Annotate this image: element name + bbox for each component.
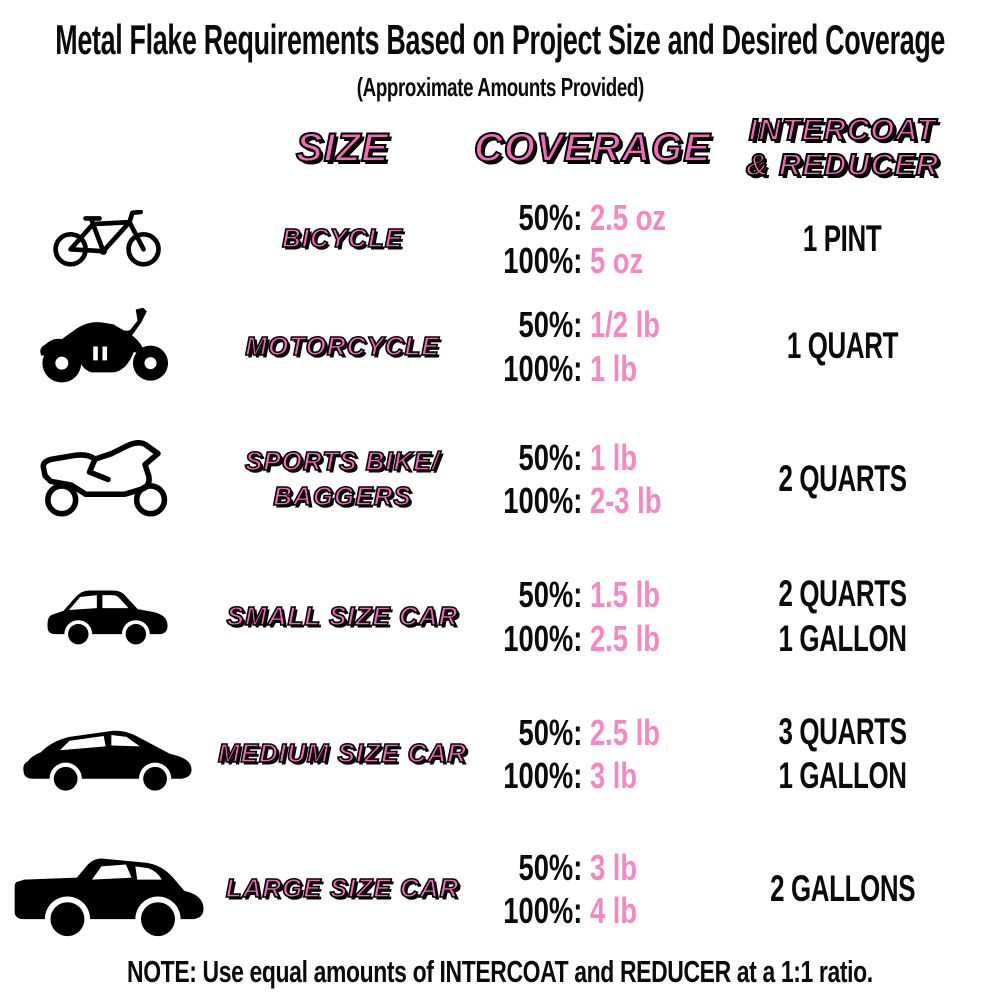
coverage-50-amount: 1/2 lb (589, 304, 660, 346)
size-label: BICYCLE (281, 223, 404, 255)
coverage-100-amount: 2.5 lb (589, 617, 660, 659)
intercoat-amount-line2: 1 GALLON (778, 617, 907, 659)
size-label-line2: BAGGERS (272, 480, 412, 512)
coverage-100-amount: 3 lb (589, 755, 637, 796)
coverage-100-amount: 1 lb (589, 347, 637, 389)
size-label: MEDIUM SIZE CAR (217, 738, 467, 770)
coverage-100-label: 100%: (502, 480, 582, 521)
intercoat-amount: 2 QUARTS (778, 457, 907, 499)
column-header-coverage: COVERAGE (473, 125, 711, 171)
sports-bike-icon (34, 435, 182, 523)
coverage-50-label: 50%: (517, 711, 582, 753)
coverage-50-label: 50%: (517, 846, 582, 888)
footer-note: NOTE: Use equal amounts of INTERCOAT and… (127, 954, 873, 989)
coverage-50-amount: 1 lb (589, 436, 637, 478)
large-car-icon (9, 836, 207, 942)
coverage-100-label: 100%: (502, 347, 582, 389)
column-header-size: SIZE (295, 125, 389, 171)
coverage-50-label: 50%: (517, 304, 582, 346)
size-label: SPORTS BIKE/ (244, 445, 440, 477)
table-row-medium-car: MEDIUM SIZE CAR 50%: 2.5 lb 100%: 3 lb 3… (0, 684, 1000, 824)
coverage-values: 50%: 1.5 lb 100%: 2.5 lb (489, 573, 696, 659)
coverage-50-label: 50%: (517, 436, 582, 478)
coverage-50-amount: 2.5 oz (589, 196, 666, 238)
coverage-100-amount: 4 lb (589, 890, 637, 931)
coverage-50-amount: 3 lb (589, 846, 637, 888)
coverage-50-label: 50%: (517, 574, 582, 616)
motorcycle-icon (34, 304, 182, 389)
coverage-100-label: 100%: (502, 617, 582, 659)
table-row-small-car: SMALL SIZE CAR 50%: 1.5 lb 100%: 2.5 lb … (0, 549, 1000, 684)
medium-car-icon (20, 714, 196, 795)
coverage-values: 50%: 3 lb 100%: 4 lb (489, 846, 696, 932)
coverage-100-amount: 2-3 lb (589, 480, 661, 521)
table-row-motorcycle: MOTORCYCLE 50%: 1/2 lb 100%: 1 lb 1 QUAR… (0, 284, 1000, 409)
coverage-50-label: 50%: (517, 196, 582, 238)
table-row-bicycle: BICYCLE 50%: 2.5 oz 100%: 5 oz 1 PINT (0, 194, 1000, 284)
page-title: Metal Flake Requirements Based on Projec… (55, 16, 945, 63)
size-label: SMALL SIZE CAR (226, 600, 459, 632)
size-label: LARGE SIZE CAR (225, 873, 460, 905)
coverage-values: 50%: 2.5 oz 100%: 5 oz (489, 196, 696, 282)
table-header-row: SIZE COVERAGE INTERCOAT & REDUCER (0, 102, 1000, 194)
coverage-100-label: 100%: (502, 240, 582, 281)
page-subtitle: (Approximate Amounts Provided) (356, 71, 644, 102)
coverage-50-amount: 2.5 lb (589, 711, 660, 753)
coverage-values: 50%: 2.5 lb 100%: 3 lb (489, 711, 696, 797)
coverage-100-amount: 5 oz (589, 240, 643, 281)
coverage-100-label: 100%: (502, 890, 582, 931)
column-header-intercoat-line2: & REDUCER (745, 146, 940, 182)
intercoat-amount-line2: 1 GALLON (778, 755, 907, 796)
coverage-values: 50%: 1 lb 100%: 2-3 lb (489, 436, 696, 522)
coverage-50-amount: 1.5 lb (589, 574, 660, 616)
table-row-large-car: LARGE SIZE CAR 50%: 3 lb 100%: 4 lb 2 GA… (0, 824, 1000, 954)
intercoat-amount: 3 QUARTS (778, 710, 907, 752)
size-label: MOTORCYCLE (244, 330, 440, 362)
bicycle-icon (47, 210, 169, 268)
intercoat-amount: 2 QUARTS (778, 573, 907, 615)
coverage-100-label: 100%: (502, 755, 582, 796)
small-car-icon (43, 583, 173, 650)
intercoat-amount: 1 QUART (786, 325, 899, 367)
intercoat-amount: 2 GALLONS (769, 867, 916, 909)
column-header-intercoat-line1: INTERCOAT (748, 112, 937, 148)
coverage-values: 50%: 1/2 lb 100%: 1 lb (489, 303, 696, 389)
table-row-sports-bike: SPORTS BIKE/ BAGGERS 50%: 1 lb 100%: 2-3… (0, 409, 1000, 549)
intercoat-amount: 1 PINT (803, 217, 882, 259)
